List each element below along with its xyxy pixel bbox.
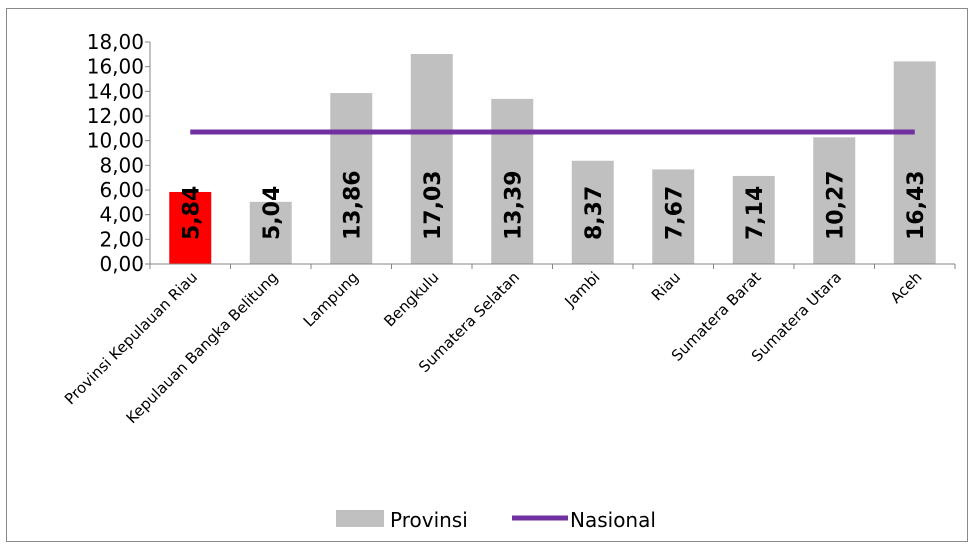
bar-data-label: 13,86 <box>340 170 365 240</box>
bar <box>813 137 856 264</box>
bar-data-label: 8,37 <box>582 186 607 240</box>
y-tick-label: 14,00 <box>87 79 144 103</box>
bars <box>169 53 936 265</box>
data-labels: 5,84 5,04 13,86 17,03 13,39 8,37 7,67 7,14 10,27… <box>179 170 929 240</box>
y-tick-label: 6,00 <box>99 178 144 202</box>
bar-data-label: 10,27 <box>823 170 848 240</box>
y-axis: 0,002,004,006,008,0010,0012,0014,0016,00… <box>87 30 151 276</box>
x-category-label: Bengkulu <box>380 268 442 330</box>
chart-frame <box>6 8 968 542</box>
bar <box>169 191 212 264</box>
legend-swatch-provinsi <box>336 510 384 527</box>
y-tick-label: 16,00 <box>87 55 144 79</box>
legend-label-nasional: Nasional <box>570 508 656 532</box>
x-category-label: Aceh <box>887 268 926 307</box>
bar-data-label: 16,43 <box>904 170 929 240</box>
bar-data-label: 7,14 <box>743 186 768 240</box>
y-tick-label: 0,00 <box>99 252 144 276</box>
bar <box>571 160 614 264</box>
y-tick-label: 18,00 <box>87 30 144 54</box>
bar-data-label: 17,03 <box>421 170 446 240</box>
bar-data-label: 5,84 <box>179 186 204 240</box>
bar-data-label: 7,67 <box>662 186 687 240</box>
x-category-label: Riau <box>648 268 684 304</box>
y-tick-label: 10,00 <box>87 129 144 153</box>
y-tick-label: 12,00 <box>87 104 144 128</box>
bar <box>249 201 292 264</box>
bar-data-label: 13,39 <box>501 170 526 240</box>
legend-label-provinsi: Provinsi <box>390 508 468 532</box>
x-category-label: Jambi <box>561 268 604 311</box>
bar <box>652 169 695 264</box>
bar-data-label: 5,04 <box>260 186 285 240</box>
bar <box>893 61 936 264</box>
bar <box>330 93 373 264</box>
x-category-label: Provinsi Kepulauan Riau <box>61 268 201 408</box>
bar <box>732 175 775 264</box>
bar <box>491 98 534 265</box>
legend: Provinsi Nasional <box>336 508 656 532</box>
y-tick-label: 8,00 <box>99 153 144 177</box>
y-tick-label: 4,00 <box>99 203 144 227</box>
x-category-label: Lampung <box>300 268 362 330</box>
x-category-label: Kepulauan Bangka Belitung <box>123 268 282 427</box>
bar <box>410 53 453 264</box>
y-tick-label: 2,00 <box>99 227 144 251</box>
